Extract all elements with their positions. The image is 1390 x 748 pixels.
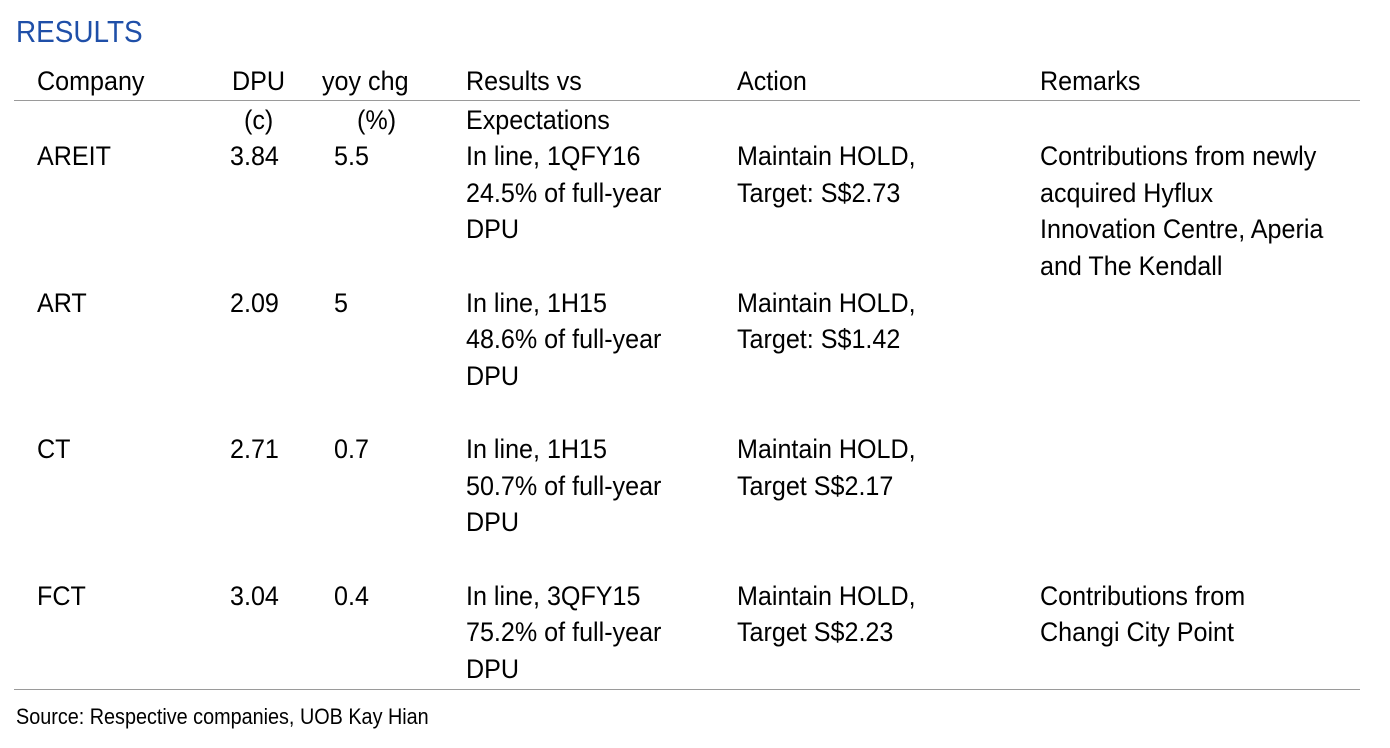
results-line: In line, 1H15: [466, 288, 607, 318]
dpu-cell: 2.71: [230, 434, 279, 464]
header-divider: [14, 100, 1360, 101]
yoy-cell: 5.5: [334, 141, 369, 171]
remarks-line: Changi City Point: [1040, 617, 1235, 647]
action-line: Target: S$1.42: [737, 324, 901, 354]
results-line: 75.2% of full-year: [466, 617, 662, 647]
remarks-line: Innovation Centre, Aperia: [1040, 214, 1324, 244]
footer-divider: [14, 689, 1360, 690]
header-yoy: yoy chg: [322, 66, 409, 96]
dpu-cell: 3.84: [230, 141, 279, 171]
header-results-line2: Expectations: [466, 105, 610, 135]
results-line: DPU: [466, 654, 520, 684]
remarks-line: and The Kendall: [1040, 251, 1223, 281]
action-line: Target: S$2.73: [737, 178, 901, 208]
remarks-line: Contributions from: [1040, 581, 1246, 611]
results-line: DPU: [466, 214, 520, 244]
header-dpu-unit: (c): [244, 105, 274, 135]
action-line: Maintain HOLD,: [737, 141, 916, 171]
header-dpu: DPU: [232, 66, 286, 96]
action-line: Target S$2.23: [737, 617, 894, 647]
remarks-line: acquired Hyflux: [1040, 178, 1214, 208]
header-results-line1: Results vs: [466, 66, 582, 96]
yoy-cell: 0.7: [334, 434, 369, 464]
company-cell: CT: [37, 434, 71, 464]
source-note: Source: Respective companies, UOB Kay Hi…: [16, 704, 429, 729]
results-line: 50.7% of full-year: [466, 471, 662, 501]
action-line: Maintain HOLD,: [737, 434, 916, 464]
results-line: 24.5% of full-year: [466, 178, 662, 208]
results-line: In line, 1H15: [466, 434, 607, 464]
table-title: RESULTS: [16, 14, 143, 49]
results-line: DPU: [466, 361, 520, 391]
action-line: Maintain HOLD,: [737, 288, 916, 318]
company-cell: AREIT: [37, 141, 111, 171]
results-line: In line, 1QFY16: [466, 141, 641, 171]
header-company: Company: [37, 66, 145, 96]
dpu-cell: 2.09: [230, 288, 279, 318]
action-line: Maintain HOLD,: [737, 581, 916, 611]
header-yoy-unit: (%): [357, 105, 397, 135]
company-cell: FCT: [37, 581, 86, 611]
dpu-cell: 3.04: [230, 581, 279, 611]
remarks-line: Contributions from newly: [1040, 141, 1317, 171]
action-line: Target S$2.17: [737, 471, 894, 501]
yoy-cell: 5: [334, 288, 348, 318]
results-line: 48.6% of full-year: [466, 324, 662, 354]
header-action: Action: [737, 66, 807, 96]
results-line: In line, 3QFY15: [466, 581, 641, 611]
header-remarks: Remarks: [1040, 66, 1141, 96]
yoy-cell: 0.4: [334, 581, 369, 611]
results-line: DPU: [466, 507, 520, 537]
company-cell: ART: [37, 288, 87, 318]
